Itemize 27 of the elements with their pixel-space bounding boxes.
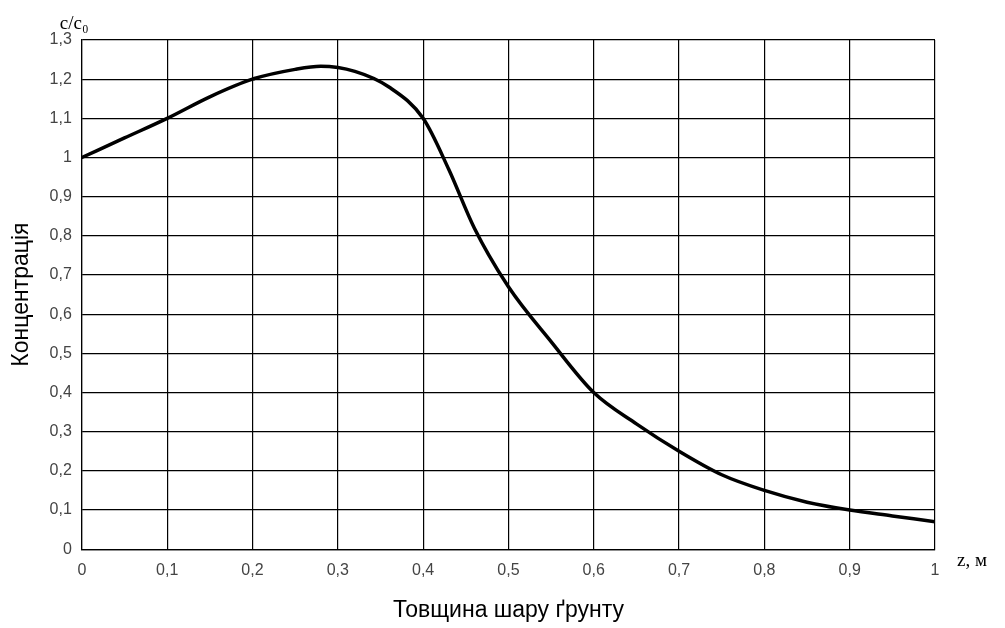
- text: z, м: [957, 549, 987, 571]
- y-tick-label: 0,6: [49, 304, 72, 322]
- x-tick-label: 0,9: [838, 561, 861, 579]
- x-tick-label: 0,8: [753, 561, 776, 579]
- y-tick-label: 1,1: [49, 108, 72, 126]
- y-axis-title: Концентрація: [7, 222, 34, 367]
- x-tick-label: 0,6: [582, 561, 605, 579]
- y-tick-label: 0,2: [49, 461, 72, 479]
- x-axis-title: Товщина шару ґрунту: [392, 595, 625, 622]
- y-tick-label: 0: [62, 539, 72, 557]
- y-tick-label: 0,9: [49, 187, 72, 205]
- y-tick-label: 0,1: [49, 500, 72, 518]
- x-tick-label: 0: [77, 561, 87, 579]
- x-tick-label: 0,5: [497, 561, 520, 579]
- y-tick-label: 0,4: [49, 382, 72, 400]
- y-tick-label: 0,7: [49, 265, 72, 283]
- x-tick-label: 0,3: [326, 561, 350, 579]
- x-tick-label: 0,4: [411, 561, 435, 579]
- y-tick-label: 1,2: [49, 69, 72, 87]
- x-tick-label: 1: [930, 561, 940, 579]
- x-tick-label: 0,1: [156, 561, 179, 579]
- y-tick-label: 0,8: [49, 226, 72, 244]
- y-tick-label: 1: [62, 147, 72, 165]
- y-tick-label: 0,3: [49, 422, 72, 440]
- y-tick-label: 0,5: [49, 343, 72, 361]
- x-tick-label: 0,2: [241, 561, 264, 579]
- x-tick-label: 0,7: [667, 561, 691, 579]
